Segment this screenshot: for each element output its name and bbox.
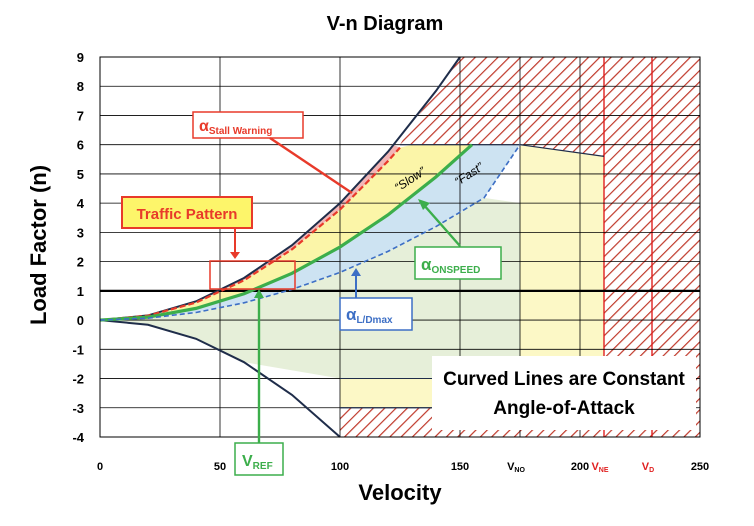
traffic-pattern-label: Traffic Pattern (137, 206, 238, 223)
y-tick-label: 9 (77, 50, 84, 65)
onspeed-box (414, 246, 502, 280)
x-tick-label: 0 (97, 461, 103, 473)
l-dmax-arrowhead (351, 268, 361, 276)
onspeed-line (99, 143, 474, 322)
x-tick-labels: 0 50 100 150 200 250 VNO VNE VD (97, 461, 709, 474)
plot-frame (99, 56, 701, 438)
curved-lines-text-1: Curved Lines are Constant (443, 369, 685, 390)
y-tick-label: 0 (77, 313, 84, 328)
l-dmax-line (99, 144, 521, 321)
x-special-tick-label: VD (642, 461, 654, 474)
traffic-pattern-box (121, 196, 253, 229)
y-tick-label: 6 (77, 138, 84, 153)
plot-area (99, 56, 701, 438)
y-tick-labels: -4 -3 -2 -1 0 1 2 3 4 5 6 7 8 9 (72, 50, 84, 445)
stall-warning-label: αStall Warning (199, 118, 272, 137)
caution-region (340, 144, 604, 408)
y-tick-label: -2 (72, 372, 84, 387)
x-tick-label: 200 (571, 461, 589, 473)
y-tick-label: 3 (77, 225, 84, 240)
plot-border (99, 56, 701, 438)
vref-arrowhead (254, 289, 264, 298)
y-tick-label: 7 (77, 108, 84, 123)
onspeed-leader (422, 203, 461, 247)
x-special-tick-label: VNO (507, 461, 525, 474)
x-special-tick-label: VNE (591, 461, 608, 474)
stall-warning-leader (269, 137, 353, 194)
y-tick-label: -4 (72, 430, 84, 445)
l-dmax-label: αL/Dmax (346, 305, 393, 326)
x-tick-label: 250 (691, 461, 709, 473)
vref-box (234, 442, 284, 476)
x-tick-label: 100 (331, 461, 349, 473)
y-tick-label: 2 (77, 255, 84, 270)
onspeed-label: αONSPEED (421, 255, 480, 276)
stall-warning-line (99, 146, 401, 322)
l-dmax-box (339, 297, 413, 331)
x-axis-title: Velocity (358, 480, 442, 505)
x-tick-label: 150 (451, 461, 469, 473)
y-tick-label: 1 (77, 284, 84, 299)
curved-lines-box (432, 356, 696, 430)
y-tick-label: 8 (77, 79, 84, 94)
y-tick-label: 5 (77, 167, 84, 182)
y-tick-label: -3 (72, 401, 84, 416)
x-tick-label: 50 (214, 461, 226, 473)
series-lines (99, 56, 605, 438)
vref-label: VREF (242, 453, 273, 472)
traffic-pattern-zone (209, 260, 296, 290)
y-tick-label: 4 (77, 196, 85, 211)
traffic-pattern-arrowhead (230, 252, 240, 259)
y-axis-title: Load Factor (n) (26, 165, 51, 325)
y-tick-label: -1 (72, 342, 84, 357)
stall-warning-box (192, 111, 304, 139)
fast-region (100, 144, 520, 321)
normal-ops-region (100, 197, 520, 379)
onspeed-arrowhead (418, 199, 430, 210)
negative-stall-line (99, 319, 341, 438)
chart-title: V-n Diagram (327, 13, 444, 35)
hatched-overspeed-region (400, 57, 700, 437)
curved-lines-text-2: Angle-of-Attack (493, 398, 635, 419)
slow-region (100, 144, 472, 321)
